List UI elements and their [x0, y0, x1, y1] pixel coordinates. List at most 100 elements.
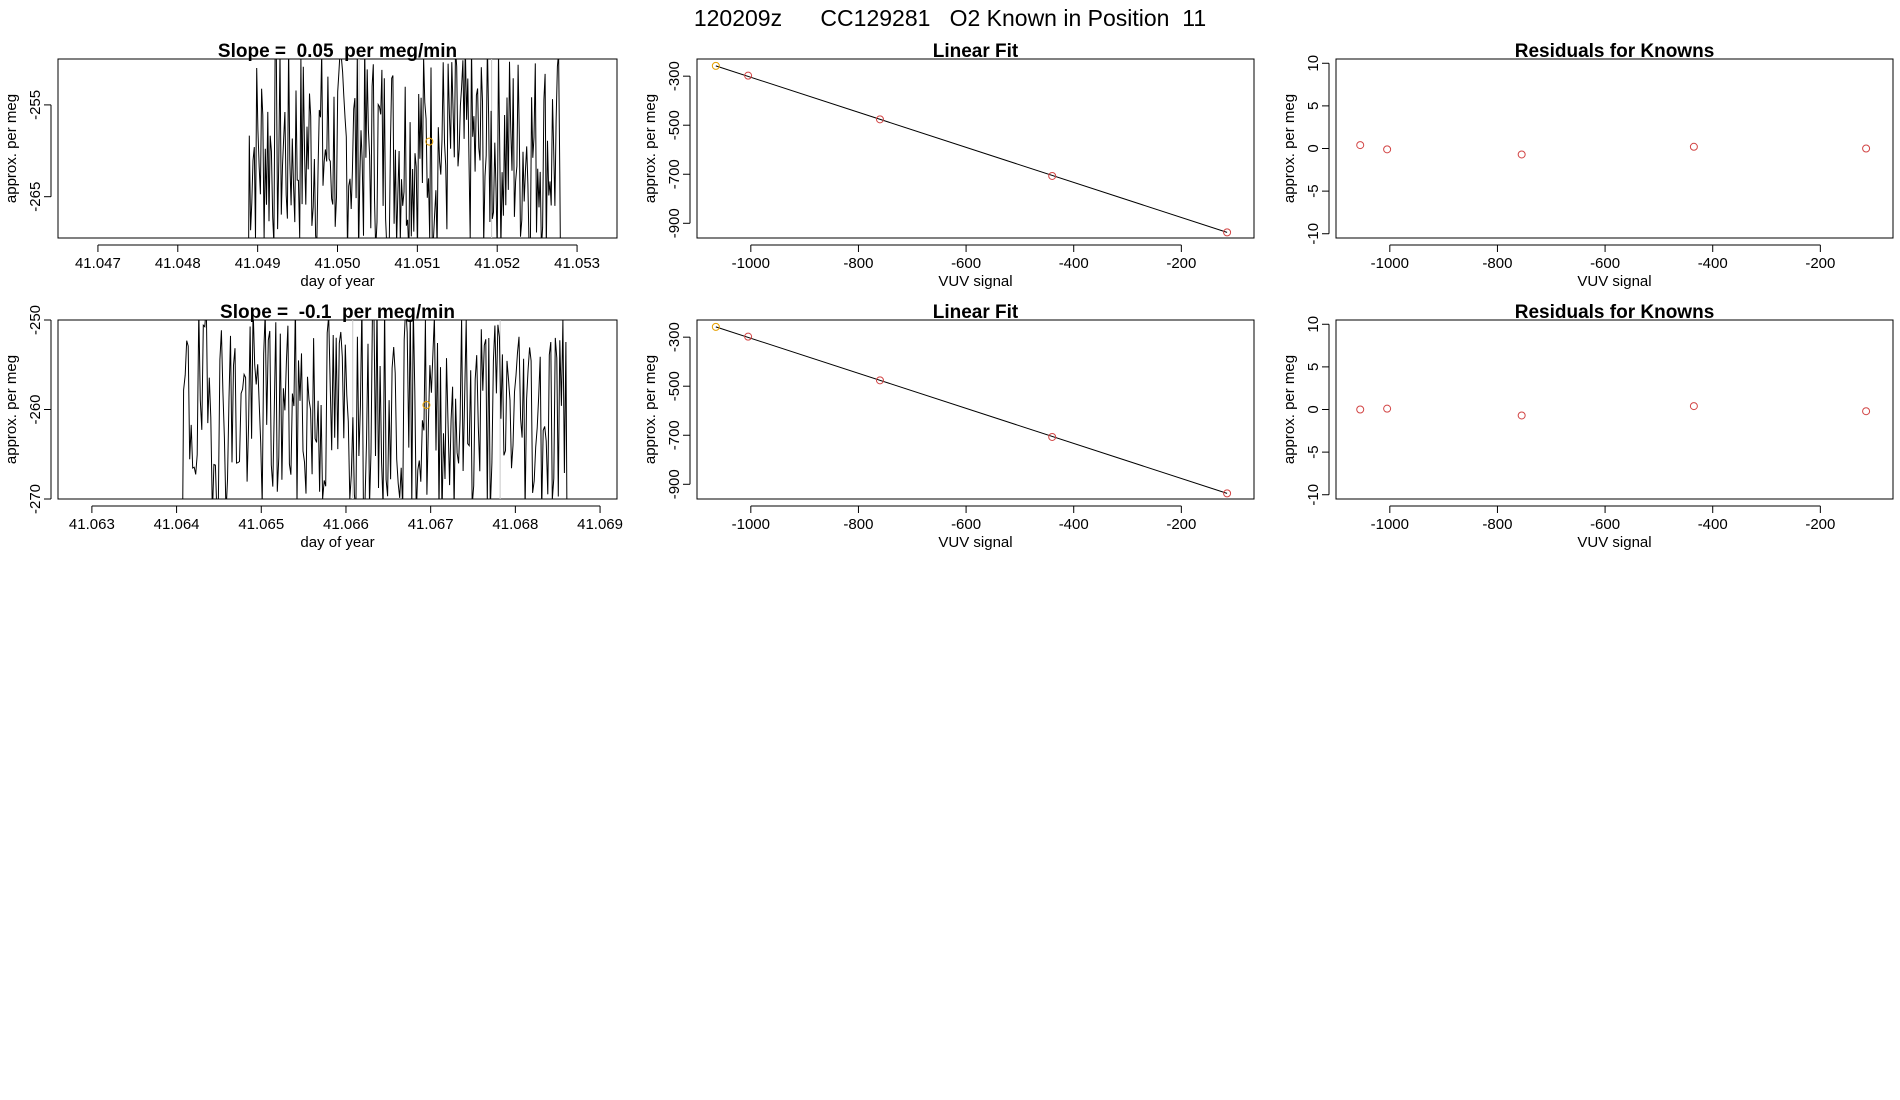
x-axis-label: day of year [300, 273, 374, 290]
x-tick-label: -400 [1059, 516, 1089, 533]
y-tick-label: -10 [1305, 223, 1322, 245]
plot-frame [696, 58, 1255, 239]
y-tick-label: -255 [27, 90, 44, 120]
x-tick-label: 41.063 [69, 516, 115, 533]
data-point [744, 71, 753, 80]
y-tick-label: -900 [666, 208, 683, 238]
data-point [1356, 405, 1365, 414]
x-tick-label: -800 [843, 516, 873, 533]
data-point [875, 376, 884, 385]
x-axis-label: day of year [300, 534, 374, 551]
chart-row1-residuals: Residuals for Knowns -1000 -800 -600 -400 -20… [1281, 41, 1894, 290]
x-tick-label: -1000 [732, 255, 770, 272]
y-tick-label: -300 [666, 322, 683, 352]
x-tick-label: -200 [1166, 516, 1196, 533]
plot-frame [696, 319, 1255, 500]
x-tick-label: 41.053 [554, 255, 600, 272]
x-tick-label: -400 [1059, 255, 1089, 272]
data-point [1689, 142, 1698, 151]
data-point [1048, 432, 1057, 441]
data-point [711, 61, 720, 70]
x-tick-label: 41.064 [154, 516, 200, 533]
x-tick-label: -800 [843, 255, 873, 272]
chart-title: Residuals for Knowns [1515, 302, 1715, 323]
highlight-point [422, 401, 431, 410]
series-line [182, 320, 568, 499]
x-tick-label: -200 [1805, 516, 1835, 533]
x-axis-label: VUV signal [938, 534, 1012, 551]
data-point [744, 332, 753, 341]
data-point [1517, 150, 1526, 159]
x-tick-label: -200 [1805, 255, 1835, 272]
plot-frame [1335, 58, 1894, 239]
x-tick-label: -600 [1590, 516, 1620, 533]
x-tick-label: 41.069 [577, 516, 623, 533]
x-tick-label: 41.052 [474, 255, 520, 272]
data-point [1223, 228, 1232, 237]
chart-title: Linear Fit [933, 41, 1019, 62]
chart-title: Linear Fit [933, 302, 1019, 323]
y-axis-label: approx. per meg [642, 94, 659, 203]
chart-row2-timeseries: Slope = -0.1 per meg/min 41.063 41.064 41.0… [3, 302, 623, 551]
x-tick-label: -600 [951, 516, 981, 533]
chart-panels: Slope = 0.05 per meg/min 41.047 41.048 41.0… [3, 41, 1894, 551]
data-point [1517, 411, 1526, 420]
y-tick-label: 0 [1305, 405, 1322, 413]
plot-area [248, 59, 561, 238]
x-tick-label: 41.048 [155, 255, 201, 272]
data-point [1862, 407, 1871, 416]
plot-area [711, 61, 1232, 237]
plot-frame [57, 58, 618, 239]
x-tick-label: -400 [1698, 516, 1728, 533]
x-tick-label: -200 [1166, 255, 1196, 272]
fit-line [715, 65, 1228, 233]
plot-area [711, 322, 1232, 498]
highlight-point [425, 137, 434, 146]
y-tick-label: -500 [666, 371, 683, 401]
chart-row1-timeseries: Slope = 0.05 per meg/min 41.047 41.048 41.0… [3, 41, 618, 290]
y-axis-label: approx. per meg [1281, 94, 1298, 203]
data-point [1048, 171, 1057, 180]
y-axis-label: approx. per meg [3, 94, 20, 203]
data-point [711, 322, 720, 331]
y-tick-label: -500 [666, 110, 683, 140]
data-point [1862, 144, 1871, 153]
chart-row2-linearfit: Linear Fit -1000 -800 -600 -400 -200 VUV signa… [642, 302, 1255, 551]
plot-frame [57, 319, 618, 500]
y-tick-label: -270 [27, 484, 44, 514]
x-tick-label: -1000 [1371, 516, 1409, 533]
x-tick-label: 41.066 [323, 516, 369, 533]
x-tick-label: -600 [951, 255, 981, 272]
chart-row1-linearfit: Linear Fit -1000 -800 -600 -400 -200 VUV signa… [642, 41, 1255, 290]
y-axis-label: approx. per meg [3, 355, 20, 464]
y-tick-label: 0 [1305, 144, 1322, 152]
data-point [1356, 141, 1365, 150]
y-axis-label: approx. per meg [642, 355, 659, 464]
y-tick-label: -5 [1305, 184, 1322, 197]
plot-area [1356, 402, 1871, 420]
y-tick-label: 5 [1305, 102, 1322, 110]
plot-frame [1335, 319, 1894, 500]
plot-area [1356, 141, 1871, 159]
data-point [1383, 145, 1392, 154]
data-point [875, 115, 884, 124]
y-tick-label: -260 [27, 394, 44, 424]
y-tick-label: -265 [27, 182, 44, 212]
y-tick-label: -300 [666, 61, 683, 91]
x-tick-label: -600 [1590, 255, 1620, 272]
page-title: 120209z CC129281 O2 Known in Position 11 [694, 5, 1206, 31]
chart-row2-residuals: Residuals for Knowns -1000 -800 -600 -400 -20… [1281, 302, 1894, 551]
x-tick-label: -800 [1482, 255, 1512, 272]
data-point [1383, 404, 1392, 413]
x-tick-label: -800 [1482, 516, 1512, 533]
x-tick-label: 41.051 [394, 255, 440, 272]
y-tick-label: -5 [1305, 445, 1322, 458]
x-tick-label: 41.067 [408, 516, 454, 533]
y-tick-label: 10 [1305, 316, 1322, 333]
chart-title: Residuals for Knowns [1515, 41, 1715, 62]
x-axis-label: VUV signal [1577, 273, 1651, 290]
y-tick-label: -10 [1305, 484, 1322, 506]
x-tick-label: 41.068 [492, 516, 538, 533]
y-tick-label: -250 [27, 305, 44, 335]
chart-title: Slope = 0.05 per meg/min [218, 41, 457, 62]
